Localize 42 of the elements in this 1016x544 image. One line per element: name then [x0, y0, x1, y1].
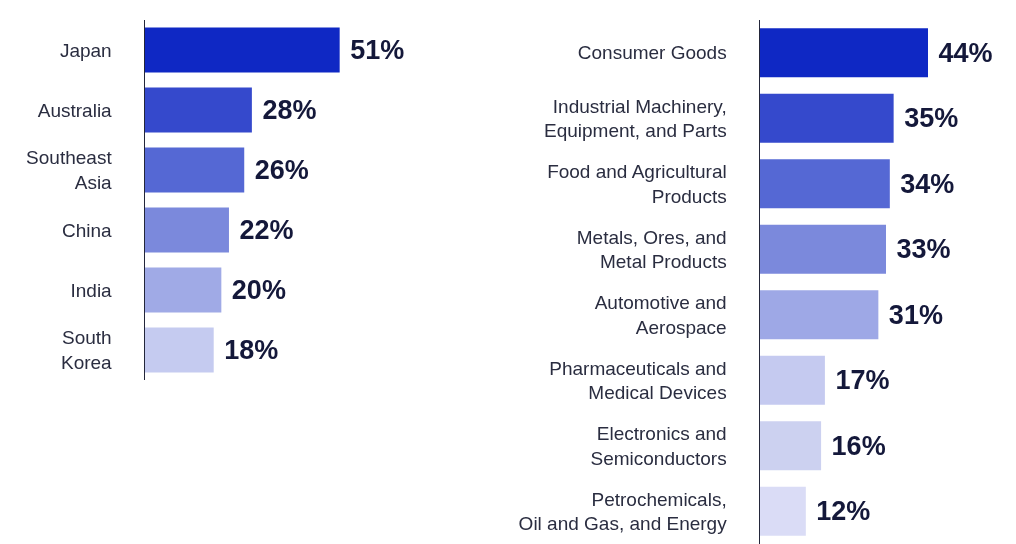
y-tick-label: Industrial Machinery, Equipment, and Parts — [543, 95, 727, 142]
bar — [145, 207, 229, 253]
data-label: 35% — [896, 103, 959, 134]
bar — [760, 28, 928, 78]
bar — [145, 267, 222, 313]
y-tick-label: China — [62, 219, 113, 241]
data-label: 28% — [254, 95, 317, 125]
data-label: 51% — [342, 35, 405, 65]
data-label: 34% — [892, 168, 955, 199]
data-label: 44% — [931, 37, 993, 68]
data-label: 26% — [247, 155, 309, 185]
bar — [760, 159, 890, 209]
bar — [145, 27, 340, 73]
bar — [760, 290, 879, 340]
data-label: 18% — [216, 335, 279, 365]
y-tick-label: Food and Agricultural Products — [547, 161, 727, 207]
y-tick-label: Automotive and Aerospace — [594, 292, 727, 338]
bar — [145, 147, 245, 193]
bar — [760, 486, 806, 536]
bar — [760, 421, 822, 471]
y-tick-label: Australia — [37, 99, 113, 121]
data-label: 20% — [224, 275, 286, 305]
data-label: 12% — [808, 496, 871, 527]
data-label: 22% — [231, 215, 294, 245]
y-tick-label: Japan — [59, 39, 112, 61]
y-tick-label: Metals, Ores, and Metal Products — [576, 226, 727, 273]
y-tick-label: Consumer Goods — [577, 42, 727, 64]
data-label: 17% — [827, 365, 890, 396]
data-label: 31% — [881, 299, 943, 330]
y-tick-label: Electronics and Semiconductors — [590, 423, 727, 469]
bar — [760, 93, 894, 143]
bar — [760, 224, 886, 274]
y-tick-label: Southeast Asia — [26, 147, 113, 193]
y-tick-label: India — [70, 279, 113, 301]
y-tick-label: Petrochemicals, Oil and Gas, and Energy — [518, 488, 728, 535]
y-tick-label: Pharmaceuticals and Medical Devices — [549, 357, 727, 404]
bar — [145, 327, 214, 373]
y-tick-label: South Korea — [61, 327, 113, 373]
bar — [760, 355, 825, 405]
data-label: 16% — [824, 430, 886, 461]
data-label: 33% — [889, 234, 951, 265]
bar — [145, 87, 252, 133]
